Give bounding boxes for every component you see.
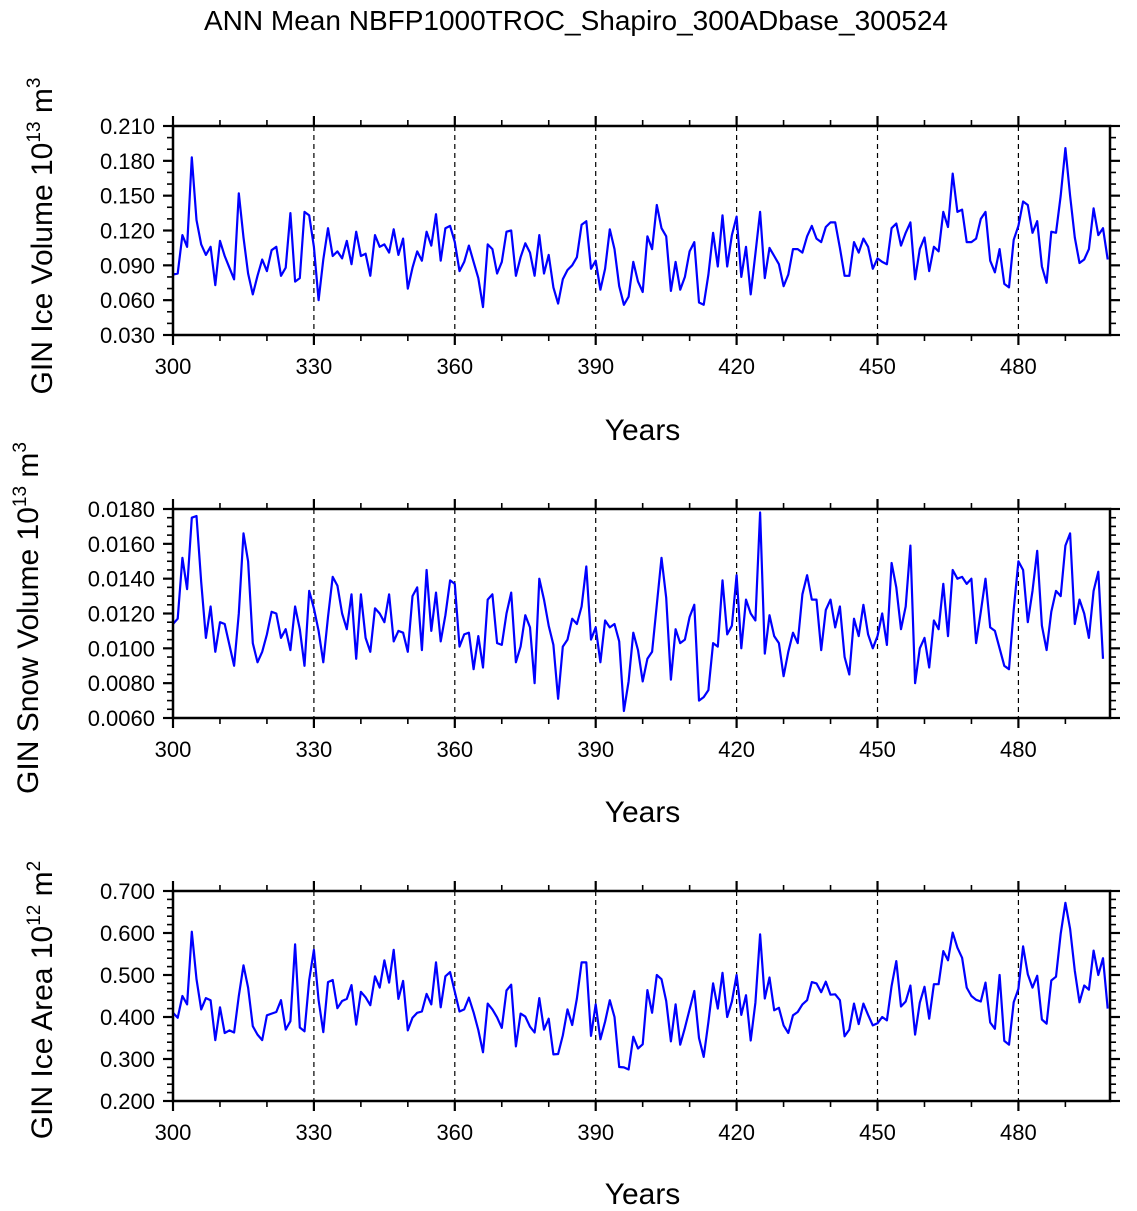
y-axis-unit-base: 10 — [26, 143, 59, 176]
y-axis-label: GIN Snow Volume 1013 m3 — [10, 442, 45, 794]
x-tick-label: 300 — [155, 737, 192, 762]
y-axis-unit-m: m — [12, 453, 45, 478]
y-tick-label: 0.0080 — [88, 671, 155, 696]
y-axis-unit-m: m — [26, 88, 59, 113]
y-tick-label: 0.030 — [100, 323, 155, 348]
x-axis-label: Years — [605, 796, 681, 829]
y-axis-label-space — [26, 896, 59, 904]
panel-2: 300 330 360 390 420 450 480 Years 0.0060 0.0080 0.… — [10, 442, 1120, 829]
y-tick-label: 0.210 — [100, 114, 155, 139]
x-tick-label: 450 — [859, 737, 896, 762]
y-axis-label-space — [26, 113, 59, 121]
y-axis-label-space — [12, 478, 45, 486]
x-tick-label: 330 — [296, 737, 333, 762]
y-tick-label: 0.150 — [100, 184, 155, 209]
x-tick-label: 450 — [859, 1120, 896, 1145]
y-tick-label: 0.180 — [100, 149, 155, 174]
x-tick-label: 330 — [296, 1120, 333, 1145]
panel-3: 300 330 360 390 420 450 480 Years 0.200 0.300 0.40… — [24, 861, 1120, 1211]
y-axis-unit-exponent: 13 — [10, 486, 31, 507]
y-tick-label: 0.0060 — [88, 706, 155, 731]
y-axis-label-name: GIN Ice Volume — [26, 184, 59, 394]
x-tick-label: 330 — [296, 354, 333, 379]
x-tick-label: 300 — [155, 354, 192, 379]
y-axis-unit-m: m — [26, 871, 59, 896]
x-tick-label: 360 — [436, 354, 473, 379]
data-line — [172, 901, 1109, 1071]
y-axis-label: GIN Ice Volume 1013 m3 — [24, 78, 59, 395]
y-axis-unit-m-exponent: 3 — [24, 78, 45, 89]
y-tick-label: 0.300 — [100, 1047, 155, 1072]
x-tick-label: 420 — [718, 737, 755, 762]
y-tick-label: 0.0140 — [88, 567, 155, 592]
y-tick-label: 0.090 — [100, 253, 155, 278]
plot-frame — [171, 889, 1112, 1103]
y-tick-label: 0.700 — [100, 879, 155, 904]
y-tick-label: 0.0120 — [88, 602, 155, 627]
x-tick-label: 390 — [577, 737, 614, 762]
x-tick-label: 480 — [1000, 737, 1037, 762]
data-line — [172, 147, 1109, 309]
y-axis-label-name: GIN Ice Area — [26, 967, 59, 1139]
y-axis-unit-exponent: 12 — [24, 905, 45, 926]
data-line — [172, 511, 1105, 713]
y-tick-label: 0.060 — [100, 288, 155, 313]
y-tick-label: 0.200 — [100, 1089, 155, 1114]
y-tick-label: 0.120 — [100, 219, 155, 244]
x-tick-label: 420 — [718, 1120, 755, 1145]
y-tick-label: 0.500 — [100, 963, 155, 988]
x-tick-label: 420 — [718, 354, 755, 379]
x-tick-label: 480 — [1000, 354, 1037, 379]
x-axis-label: Years — [605, 414, 681, 447]
y-tick-label: 0.0180 — [88, 497, 155, 522]
y-tick-label: 0.0160 — [88, 532, 155, 557]
y-tick-label: 0.600 — [100, 921, 155, 946]
y-axis-unit-base: 10 — [26, 926, 59, 959]
y-axis-label-space — [26, 959, 59, 967]
y-axis-unit-m-exponent: 3 — [10, 442, 31, 453]
x-tick-label: 360 — [436, 737, 473, 762]
figure-title: ANN Mean NBFP1000TROC_Shapiro_300ADbase_… — [204, 5, 948, 36]
panel-1: 300 330 360 390 420 450 480 Years 0.030 0.060 0.09… — [24, 78, 1120, 447]
y-axis-unit-base: 10 — [12, 507, 45, 540]
y-axis-label-space — [26, 176, 59, 184]
x-tick-label: 450 — [859, 354, 896, 379]
x-tick-label: 360 — [436, 1120, 473, 1145]
y-axis-unit-exponent: 13 — [24, 121, 45, 142]
x-tick-label: 480 — [1000, 1120, 1037, 1145]
y-axis-label: GIN Ice Area 1012 m2 — [24, 861, 59, 1140]
y-tick-label: 0.0100 — [88, 636, 155, 661]
x-axis-label: Years — [605, 1178, 681, 1211]
x-tick-label: 390 — [577, 354, 614, 379]
y-axis-unit-m-exponent: 2 — [24, 861, 45, 872]
y-tick-label: 0.400 — [100, 1005, 155, 1030]
x-tick-label: 300 — [155, 1120, 192, 1145]
y-axis-label-space — [12, 540, 45, 548]
x-tick-label: 390 — [577, 1120, 614, 1145]
y-axis-label-name: GIN Snow Volume — [12, 549, 45, 794]
